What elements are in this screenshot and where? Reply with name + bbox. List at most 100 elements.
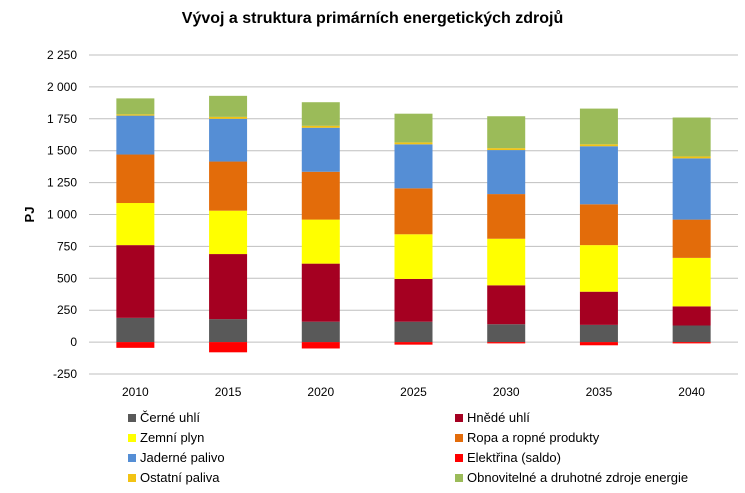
bar-segment xyxy=(301,219,340,264)
legend-item: Elektřina (saldo) xyxy=(455,450,561,465)
y-tick-label: 1 500 xyxy=(47,144,77,158)
bar-segment xyxy=(209,161,248,211)
bar-segment xyxy=(579,108,618,145)
bar-segment xyxy=(209,118,248,162)
legend-item: Zemní plyn xyxy=(128,430,204,445)
bar-segment xyxy=(487,285,526,325)
bar-segment xyxy=(487,342,526,344)
legend-label: Elektřina (saldo) xyxy=(467,450,561,465)
bar-segment xyxy=(672,156,711,159)
y-tick-label: 0 xyxy=(70,335,77,349)
bar-segment xyxy=(301,102,340,126)
bar-segment xyxy=(579,291,618,325)
legend-swatch xyxy=(128,433,136,442)
bar-segment xyxy=(579,342,618,346)
bar-segment xyxy=(487,150,526,195)
legend-item: Ostatní paliva xyxy=(128,470,220,485)
bar-segment xyxy=(394,142,433,145)
legend-swatch xyxy=(455,473,463,482)
bar-segment xyxy=(394,188,433,235)
x-tick-label: 2025 xyxy=(400,385,427,399)
y-tick-label: 2 000 xyxy=(47,80,77,94)
bar-segment xyxy=(209,342,248,353)
bar-segment xyxy=(579,245,618,292)
legend-swatch xyxy=(128,453,136,462)
bar-segment xyxy=(672,306,711,326)
legend-label: Ostatní paliva xyxy=(140,470,220,485)
bar-segment xyxy=(579,204,618,246)
x-tick-label: 2010 xyxy=(122,385,149,399)
x-tick-label: 2040 xyxy=(678,385,705,399)
legend-swatch xyxy=(128,473,136,482)
bar-segment xyxy=(301,263,340,322)
bar-segment xyxy=(672,117,711,157)
bar-segment xyxy=(672,219,711,258)
bar-segment xyxy=(209,116,248,119)
bar-segment xyxy=(116,115,155,155)
legend-label: Obnovitelné a druhotné zdroje energie xyxy=(467,470,689,485)
bar-segment xyxy=(209,319,248,343)
y-tick-label: -250 xyxy=(53,367,77,381)
legend-swatch xyxy=(455,433,463,442)
bar-segment xyxy=(116,317,155,343)
bar-segment xyxy=(672,325,711,343)
legend-swatch xyxy=(455,453,463,462)
legend-item: Černé uhlí xyxy=(128,410,200,425)
legend-item: Obnovitelné a druhotné zdroje energie xyxy=(455,470,688,485)
legend-item: Ropa a ropné produkty xyxy=(455,430,599,445)
bar-segment xyxy=(116,114,155,116)
legend-label: Ropa a ropné produkty xyxy=(467,430,600,445)
x-tick-label: 2015 xyxy=(215,385,242,399)
bar-segment xyxy=(394,113,433,143)
bar-segment xyxy=(579,144,618,147)
bar-segment xyxy=(301,342,340,349)
legend-swatch xyxy=(455,413,463,422)
bar-segment xyxy=(487,194,526,239)
legend-label: Hnědé uhlí xyxy=(467,410,530,425)
bar-segment xyxy=(301,321,340,343)
bar-segment xyxy=(209,254,248,320)
bar-segment xyxy=(672,342,711,344)
bar-segment xyxy=(116,342,155,348)
bar-segment xyxy=(672,257,711,307)
y-tick-label: 2 250 xyxy=(47,48,77,62)
bar-segment xyxy=(394,234,433,279)
x-tick-label: 2035 xyxy=(586,385,613,399)
legend-label: Zemní plyn xyxy=(140,430,205,445)
y-axis-label: PJ xyxy=(22,207,37,223)
bar-segment xyxy=(116,98,155,115)
y-tick-label: 1 750 xyxy=(47,112,77,126)
x-tick-label: 2030 xyxy=(493,385,520,399)
bar-segment xyxy=(209,95,248,117)
bar-segment xyxy=(487,148,526,151)
legend-item: Jaderné palivo xyxy=(128,450,225,465)
bar-segment xyxy=(394,144,433,189)
bar-segment xyxy=(394,278,433,322)
x-tick-label: 2020 xyxy=(307,385,334,399)
y-tick-label: 250 xyxy=(57,303,77,317)
bar-segment xyxy=(394,321,433,343)
bar-segment xyxy=(116,203,155,246)
bar-segment xyxy=(394,342,433,345)
bar-segment xyxy=(301,171,340,220)
y-tick-label: 1 000 xyxy=(47,208,77,222)
legend-item: Hnědé uhlí xyxy=(455,410,530,425)
bar-segment xyxy=(209,210,248,255)
chart-title: Vývoj a struktura primárních energetický… xyxy=(181,10,564,27)
bar-segment xyxy=(487,238,526,286)
chart-plot: -250 0 250 500 750 1 000 1 250 1 500 1 750 2 000 2… xyxy=(22,48,738,399)
legend-swatch xyxy=(128,413,136,422)
bar-segment xyxy=(301,127,340,172)
bar-segment xyxy=(579,324,618,343)
bar-segment xyxy=(487,116,526,149)
y-tick-label: 1 250 xyxy=(47,176,77,190)
y-tick-label: 750 xyxy=(57,239,77,253)
bar-segment xyxy=(672,158,711,220)
y-tick-label: 500 xyxy=(57,271,77,285)
legend-label: Jaderné palivo xyxy=(140,450,225,465)
bar-segment xyxy=(487,324,526,343)
bar-segment xyxy=(579,146,618,205)
bar-segment xyxy=(301,125,340,128)
